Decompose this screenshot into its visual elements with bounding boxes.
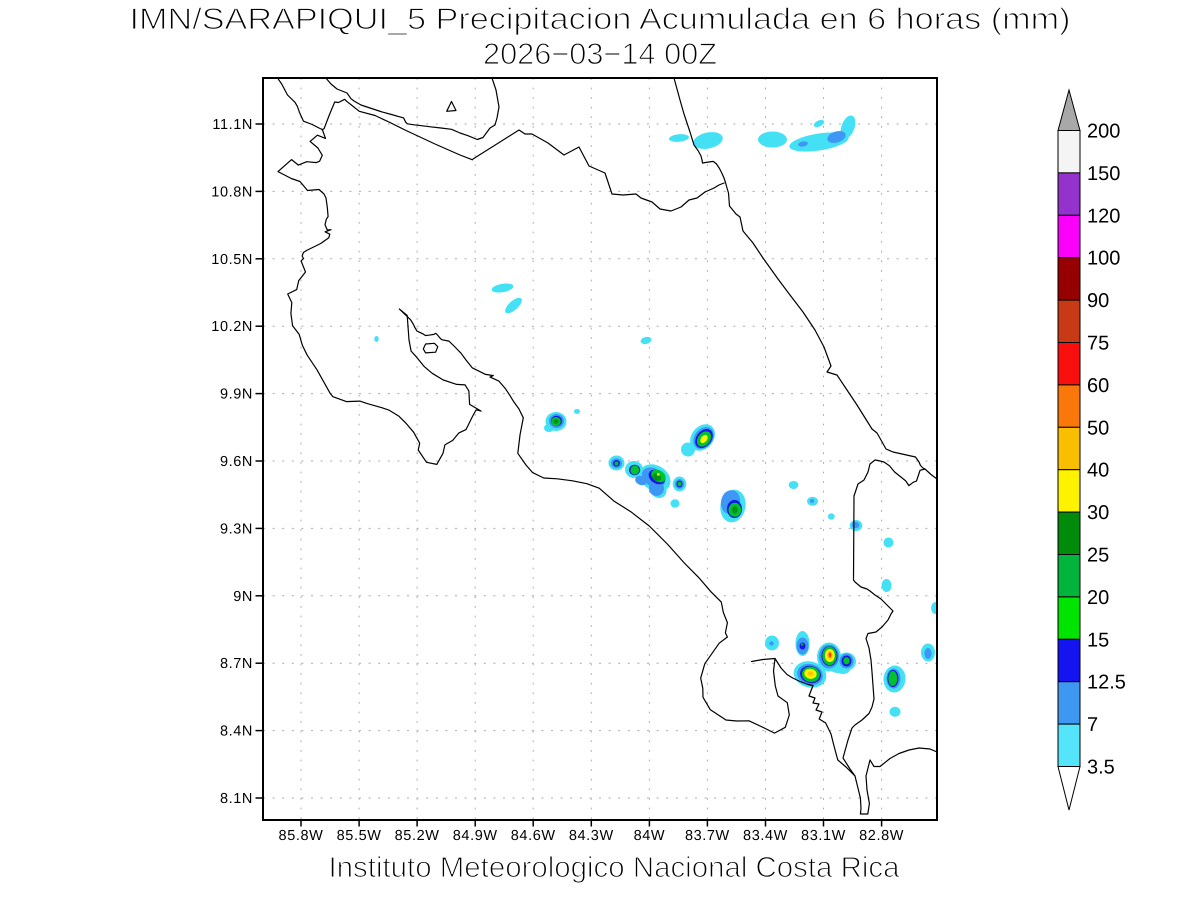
svg-text:30: 30 [1087,502,1109,524]
svg-text:8.4N: 8.4N [220,724,253,740]
svg-text:60: 60 [1087,375,1109,397]
svg-text:84.6W: 84.6W [511,828,556,844]
svg-text:Instituto Meteorologico Nacion: Instituto Meteorologico Nacional Costa R… [329,852,901,884]
svg-text:83.4W: 83.4W [743,828,788,844]
svg-text:83.1W: 83.1W [801,828,846,844]
svg-text:10.2N: 10.2N [211,319,253,335]
svg-text:10.8N: 10.8N [211,184,253,200]
svg-text:8.1N: 8.1N [220,791,253,807]
svg-text:120: 120 [1087,205,1120,227]
svg-text:85.5W: 85.5W [337,828,382,844]
svg-text:200: 200 [1087,121,1120,143]
svg-text:7: 7 [1087,714,1098,736]
svg-text:15: 15 [1087,629,1109,651]
svg-text:40: 40 [1087,460,1109,482]
svg-text:12.5: 12.5 [1087,672,1126,694]
svg-text:9.3N: 9.3N [220,521,253,537]
svg-text:75: 75 [1087,333,1109,355]
svg-text:9N: 9N [233,589,253,605]
svg-text:85.8W: 85.8W [279,828,324,844]
svg-text:100: 100 [1087,248,1120,270]
svg-text:20: 20 [1087,587,1109,609]
svg-text:82.8W: 82.8W [859,828,904,844]
svg-text:90: 90 [1087,290,1109,312]
svg-text:84W: 84W [634,828,666,844]
svg-text:50: 50 [1087,417,1109,439]
svg-text:11.1N: 11.1N [212,117,253,133]
svg-text:10.5N: 10.5N [211,252,253,268]
svg-text:150: 150 [1087,163,1120,185]
svg-text:9.9N: 9.9N [220,387,253,403]
svg-text:84.9W: 84.9W [453,828,498,844]
svg-text:84.3W: 84.3W [569,828,614,844]
svg-text:IMN/SARAPIQUI_5 Precipitacion: IMN/SARAPIQUI_5 Precipitacion Acumulada … [130,3,1071,36]
svg-text:83.7W: 83.7W [685,828,730,844]
svg-text:25: 25 [1087,545,1109,567]
svg-text:3.5: 3.5 [1087,757,1115,779]
svg-text:85.2W: 85.2W [395,828,440,844]
svg-text:8.7N: 8.7N [220,656,253,672]
svg-text:9.6N: 9.6N [220,454,253,470]
svg-text:2026−03−14 00Z: 2026−03−14 00Z [483,38,717,71]
